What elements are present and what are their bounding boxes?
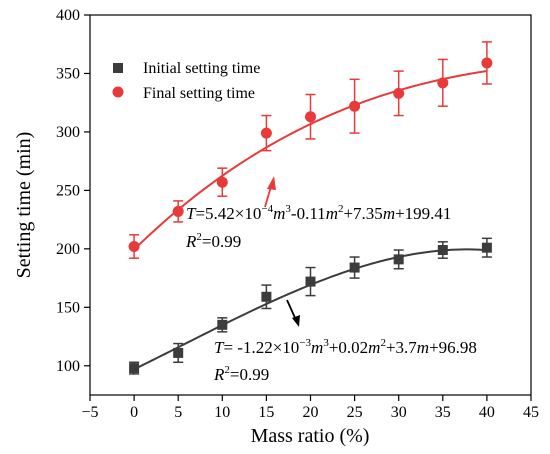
data-point-final xyxy=(349,100,361,112)
y-tick-label: 150 xyxy=(56,299,80,316)
x-tick-label: 45 xyxy=(523,404,539,421)
legend-marker-final xyxy=(112,86,124,98)
data-point-final xyxy=(305,111,316,123)
data-point-initial xyxy=(261,291,272,302)
x-tick-label: 5 xyxy=(174,404,182,421)
annotation-arrowhead-final xyxy=(267,176,276,190)
r2-final: R2=0.99 xyxy=(185,231,241,251)
data-point-initial xyxy=(481,242,492,253)
r2-initial: R2=0.99 xyxy=(213,364,269,384)
legend: Initial setting time Final setting time xyxy=(112,60,260,102)
data-point-initial xyxy=(349,262,360,273)
y-axis-title: Setting time (min) xyxy=(13,132,35,279)
x-tick-label: 25 xyxy=(347,404,363,421)
y-tick-label: 200 xyxy=(56,241,80,258)
data-point-final xyxy=(128,241,140,253)
data-point-initial xyxy=(217,319,228,330)
y-tick-label: 350 xyxy=(56,65,80,82)
equation-initial: T= -1.22×10−3m3+0.02m2+3.7m+96.98 xyxy=(214,337,477,357)
x-tick-label: 15 xyxy=(258,404,274,421)
x-tick-label: 40 xyxy=(479,404,495,421)
data-point-initial xyxy=(437,245,448,256)
legend-label-initial: Initial setting time xyxy=(143,60,260,77)
x-tick-label: 30 xyxy=(391,404,407,421)
x-tick-label: 35 xyxy=(435,404,451,421)
annotation-arrowhead-initial xyxy=(292,315,300,327)
x-tick-label: 10 xyxy=(214,404,230,421)
axis-ticks: −5 0 5 10 15 20 25 30 35 40 45 100 150 200 250 300 350 40… xyxy=(56,7,539,421)
equation-final: T=5.42×10−4m3-0.11m2+7.35m+199.41 xyxy=(186,203,451,223)
data-point-final xyxy=(216,176,228,188)
data-point-final xyxy=(437,77,449,89)
data-point-final xyxy=(260,127,272,139)
x-tick-label: −5 xyxy=(81,404,98,421)
annotation-initial: T= -1.22×10−3m3+0.02m2+3.7m+96.98 R2=0.9… xyxy=(213,299,477,384)
data-point-final xyxy=(172,205,184,217)
y-tick-label: 250 xyxy=(56,182,80,199)
data-points xyxy=(128,57,493,374)
x-axis-title: Mass ratio (%) xyxy=(251,425,370,447)
annotation-final: T=5.42×10−4m3-0.11m2+7.35m+199.41 R2=0.9… xyxy=(185,176,451,251)
legend-label-final: Final setting time xyxy=(143,85,255,102)
y-tick-label: 400 xyxy=(56,7,80,24)
annotation-arrow-initial xyxy=(286,299,297,321)
data-point-initial xyxy=(173,347,184,358)
data-point-initial xyxy=(305,276,316,287)
data-point-final xyxy=(481,57,493,69)
y-tick-label: 300 xyxy=(56,124,80,141)
x-tick-label: 0 xyxy=(130,404,138,421)
data-point-initial xyxy=(393,254,404,265)
x-tick-label: 20 xyxy=(303,404,319,421)
y-tick-label: 100 xyxy=(56,358,80,375)
data-point-initial xyxy=(129,363,140,374)
legend-marker-initial xyxy=(113,63,123,73)
data-point-final xyxy=(393,87,405,99)
